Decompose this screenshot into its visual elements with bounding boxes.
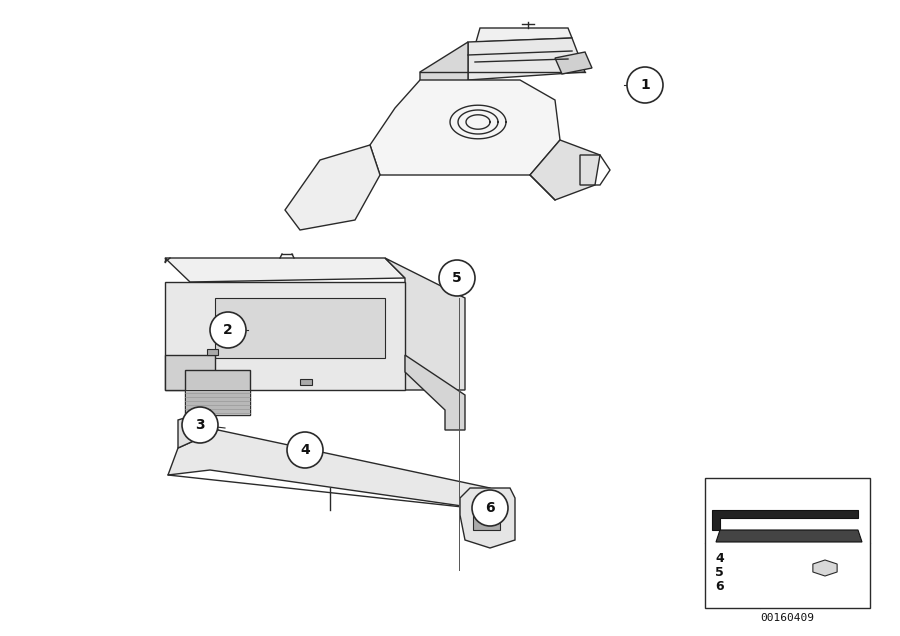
Text: 1: 1 [640, 78, 650, 92]
Polygon shape [165, 282, 405, 390]
Polygon shape [420, 42, 468, 108]
Text: 2: 2 [223, 323, 233, 337]
Text: 4: 4 [715, 551, 724, 565]
Polygon shape [530, 140, 600, 200]
Polygon shape [716, 530, 862, 542]
Polygon shape [185, 390, 250, 415]
Polygon shape [555, 52, 592, 74]
Circle shape [463, 493, 473, 503]
Text: 3: 3 [195, 418, 205, 432]
Bar [705, 478, 870, 608]
Polygon shape [476, 28, 572, 42]
Polygon shape [300, 379, 312, 385]
Polygon shape [178, 410, 218, 448]
Text: 00160409: 00160409 [760, 613, 814, 623]
Text: 6: 6 [485, 501, 495, 515]
Text: 6: 6 [715, 581, 724, 593]
Polygon shape [468, 38, 585, 80]
Polygon shape [405, 355, 465, 430]
Polygon shape [285, 145, 380, 230]
Text: 4: 4 [300, 443, 310, 457]
Polygon shape [215, 298, 385, 358]
Circle shape [182, 407, 218, 443]
Circle shape [472, 490, 508, 526]
Polygon shape [473, 510, 500, 530]
Text: 5: 5 [715, 565, 724, 579]
Polygon shape [185, 370, 250, 415]
Polygon shape [165, 355, 215, 390]
Polygon shape [207, 349, 218, 355]
Polygon shape [165, 258, 405, 282]
Polygon shape [370, 80, 560, 175]
Circle shape [287, 432, 323, 468]
Circle shape [193, 448, 207, 462]
Polygon shape [712, 510, 858, 530]
Circle shape [627, 67, 663, 103]
Polygon shape [460, 488, 515, 548]
Circle shape [439, 260, 475, 296]
Polygon shape [813, 560, 837, 576]
Polygon shape [168, 430, 490, 510]
Polygon shape [385, 258, 465, 390]
Circle shape [210, 312, 246, 348]
Text: 5: 5 [452, 271, 462, 285]
